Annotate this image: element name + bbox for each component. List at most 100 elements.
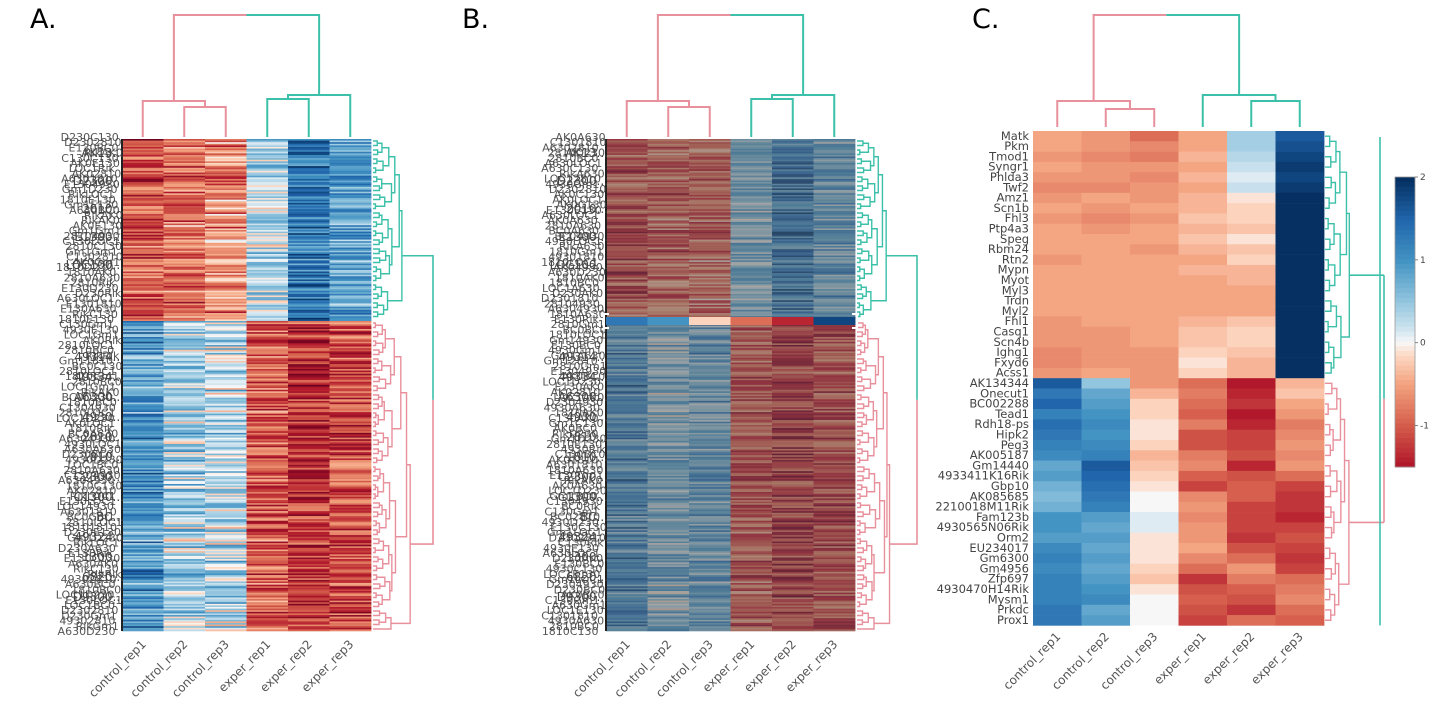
heatmap-cell	[813, 153, 856, 156]
heatmap-cell	[647, 539, 690, 542]
dendro-branch	[373, 619, 380, 626]
heatmap-cell	[246, 305, 289, 307]
heatmap-cell	[1178, 172, 1228, 183]
dendro-branch	[862, 576, 867, 587]
dendro-branch	[1325, 382, 1333, 395]
heatmap-cell	[205, 482, 247, 485]
heatmap-cell	[813, 466, 856, 469]
heatmap-cell	[246, 180, 289, 183]
heatmap-cell	[1275, 491, 1325, 503]
heatmap-cell	[205, 308, 247, 311]
heatmap-cell	[606, 247, 648, 250]
heatmap-cell	[163, 228, 206, 231]
heatmap-cell	[606, 237, 648, 240]
heatmap-cell	[163, 610, 206, 613]
heatmap-cell	[730, 271, 773, 274]
heatmap-cell	[246, 471, 289, 474]
heatmap-cell	[246, 301, 289, 304]
heatmap-cell	[606, 204, 648, 207]
row-label: A630AK0	[68, 557, 118, 570]
heatmap-cell	[647, 174, 690, 177]
heatmap-cell	[689, 139, 731, 141]
heatmap-cell	[1081, 254, 1131, 266]
heatmap-cell	[730, 194, 773, 197]
heatmap-cell	[288, 306, 330, 309]
heatmap-cell	[122, 298, 164, 301]
heatmap-cell	[689, 591, 731, 593]
heatmap-cell	[1081, 367, 1131, 379]
heatmap-cell	[163, 158, 206, 161]
heatmap-cell	[730, 597, 773, 600]
heatmap-cell	[288, 340, 330, 343]
heatmap-cell	[647, 531, 690, 534]
heatmap-cell	[246, 343, 289, 346]
heatmap-cell	[813, 464, 856, 467]
heatmap-cell	[1275, 481, 1325, 492]
heatmap-cell	[329, 544, 372, 547]
heatmap-cell	[122, 365, 164, 368]
heatmap-cell	[606, 583, 648, 585]
row-label: Acss1	[996, 366, 1029, 380]
heatmap-cell	[730, 461, 773, 464]
heatmap-cell	[329, 408, 372, 411]
heatmap-cell	[813, 217, 856, 220]
heatmap-cell	[246, 174, 289, 177]
heatmap-cell	[205, 143, 247, 146]
heatmap-cell	[813, 416, 856, 419]
row-label-visible: BC...	[96, 510, 124, 524]
heatmap-cell	[163, 241, 206, 244]
heatmap-cell	[813, 455, 856, 458]
heatmap-cell	[647, 142, 690, 145]
colorbar-segment	[1395, 326, 1415, 333]
heatmap-cell	[329, 142, 372, 145]
heatmap-cell	[288, 263, 330, 266]
heatmap-cell	[122, 506, 164, 509]
heatmap-cell	[647, 277, 690, 280]
heatmap-cell	[772, 594, 814, 597]
heatmap-cell	[163, 359, 206, 362]
heatmap-cell	[730, 244, 773, 247]
heatmap-cell	[772, 338, 814, 341]
heatmap-cell	[1227, 409, 1276, 420]
heatmap-cell	[647, 324, 690, 327]
heatmap-cell	[647, 253, 690, 256]
heatmap-cell	[772, 479, 814, 482]
heatmap-cell	[730, 295, 773, 298]
heatmap-cell	[772, 209, 814, 212]
heatmap-cell	[689, 589, 731, 592]
heatmap-cell	[288, 150, 330, 153]
heatmap-cell	[329, 314, 372, 317]
heatmap-cell	[1275, 151, 1325, 163]
heatmap-cell	[647, 536, 690, 539]
heatmap-cell	[163, 343, 206, 346]
heatmap-cell	[1033, 419, 1082, 430]
row-label: Casq1	[993, 325, 1029, 339]
heatmap-cell	[1033, 388, 1082, 400]
dendro-branch	[1325, 135, 1331, 148]
heatmap-cell	[122, 477, 164, 480]
heatmap-cell	[606, 575, 648, 577]
row-labels: AK0A630C1301810A63028102810D2302810BC0A6…	[541, 131, 608, 638]
heatmap-cell	[122, 293, 164, 296]
heatmap-cell	[1227, 429, 1276, 441]
heatmap-cell	[606, 365, 648, 368]
heatmap-cell	[813, 432, 856, 435]
heatmap-cell	[122, 154, 164, 157]
heatmap-cell	[122, 482, 164, 485]
heatmap-cell	[163, 573, 206, 576]
heatmap-cell	[689, 228, 731, 231]
row-label: 2810LOC1	[65, 516, 122, 529]
column-dendrogram	[141, 14, 352, 137]
heatmap-cell	[122, 156, 164, 159]
heatmap-cell	[1227, 594, 1276, 606]
heatmap-cell	[730, 340, 773, 343]
dendro-branch	[1325, 506, 1332, 518]
dendro-branch	[373, 421, 377, 428]
heatmap-cell	[730, 591, 773, 593]
heatmap-cell	[205, 279, 247, 282]
heatmap-cell	[1130, 450, 1179, 461]
heatmap-cell	[288, 600, 330, 603]
heatmap-cell	[813, 404, 856, 406]
heatmap-cell	[246, 404, 289, 406]
heatmap-cell	[329, 504, 372, 507]
